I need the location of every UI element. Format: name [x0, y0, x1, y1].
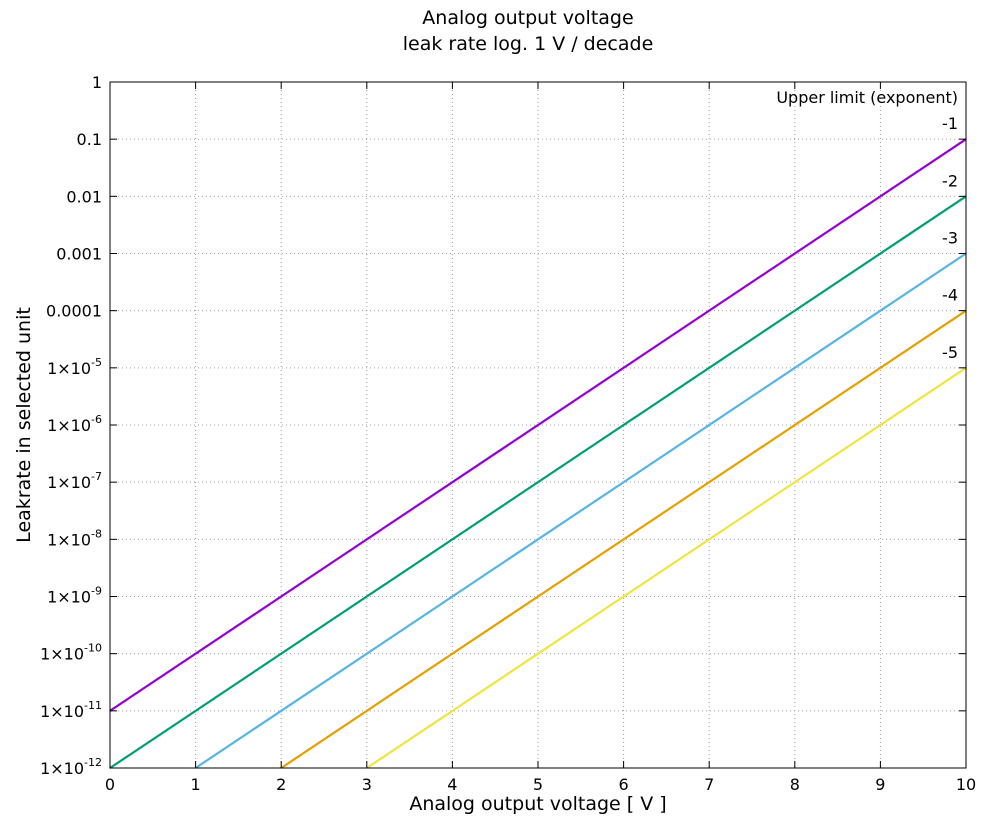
- y-tick-label-10: 1×10-10: [40, 642, 102, 664]
- legend-label-4: -4: [942, 286, 958, 305]
- x-tick-label-10: 10: [956, 775, 976, 794]
- series-line-5: [366, 366, 967, 769]
- series-line-1: [109, 138, 967, 712]
- y-tick-labels: 1 0.1 0.01 0.001 0.0001 1×10-5 1×10-6 1×10-7 1×1…: [40, 73, 102, 778]
- chart-title-line-1: Analog output voltage: [422, 7, 633, 29]
- y-tick-label-11: 1×10-11: [40, 699, 102, 721]
- x-tick-label-0: 0: [105, 775, 115, 794]
- legend: Upper limit (exponent) -1 -2 -3 -4 -5: [776, 88, 958, 362]
- y-tick-label-1: 0.1: [77, 130, 102, 149]
- x-tick-label-6: 6: [619, 775, 629, 794]
- y-tick-label-0: 1: [92, 73, 102, 92]
- x-tick-labels: 0 1 2 3 4 5 6 7 8 9 10: [105, 775, 976, 794]
- x-axis-label: Analog output voltage [ V ]: [409, 793, 666, 815]
- y-tick-label-7: 1×10-7: [47, 470, 102, 492]
- y-tick-label-9: 1×10-9: [47, 585, 102, 607]
- x-tick-label-1: 1: [191, 775, 201, 794]
- y-axis-label: Leakrate in selected unit: [13, 307, 35, 543]
- y-tick-label-5: 1×10-5: [47, 356, 102, 378]
- series-lines: [109, 138, 967, 769]
- series-line-2: [109, 195, 967, 769]
- legend-title: Upper limit (exponent): [776, 88, 958, 107]
- x-tick-label-4: 4: [447, 775, 457, 794]
- x-tick-label-3: 3: [362, 775, 372, 794]
- y-tick-label-8: 1×10-8: [47, 527, 102, 549]
- x-tick-label-5: 5: [533, 775, 543, 794]
- series-line-4: [280, 309, 967, 769]
- x-tick-label-7: 7: [704, 775, 714, 794]
- y-tick-label-12: 1×10-12: [40, 756, 102, 778]
- y-tick-label-6: 1×10-6: [47, 413, 102, 435]
- legend-label-1: -1: [942, 114, 958, 133]
- y-tick-label-3: 0.001: [56, 245, 102, 264]
- legend-label-5: -5: [942, 343, 958, 362]
- y-tick-label-4: 0.0001: [46, 302, 102, 321]
- x-tick-label-8: 8: [790, 775, 800, 794]
- tick-marks: [109, 81, 967, 769]
- legend-label-2: -2: [942, 171, 958, 190]
- legend-label-3: -3: [942, 229, 958, 248]
- x-tick-label-9: 9: [875, 775, 885, 794]
- series-line-3: [194, 252, 967, 769]
- y-tick-label-2: 0.01: [66, 187, 102, 206]
- x-tick-label-2: 2: [276, 775, 286, 794]
- chart-title-line-2: leak rate log. 1 V / decade: [403, 33, 654, 55]
